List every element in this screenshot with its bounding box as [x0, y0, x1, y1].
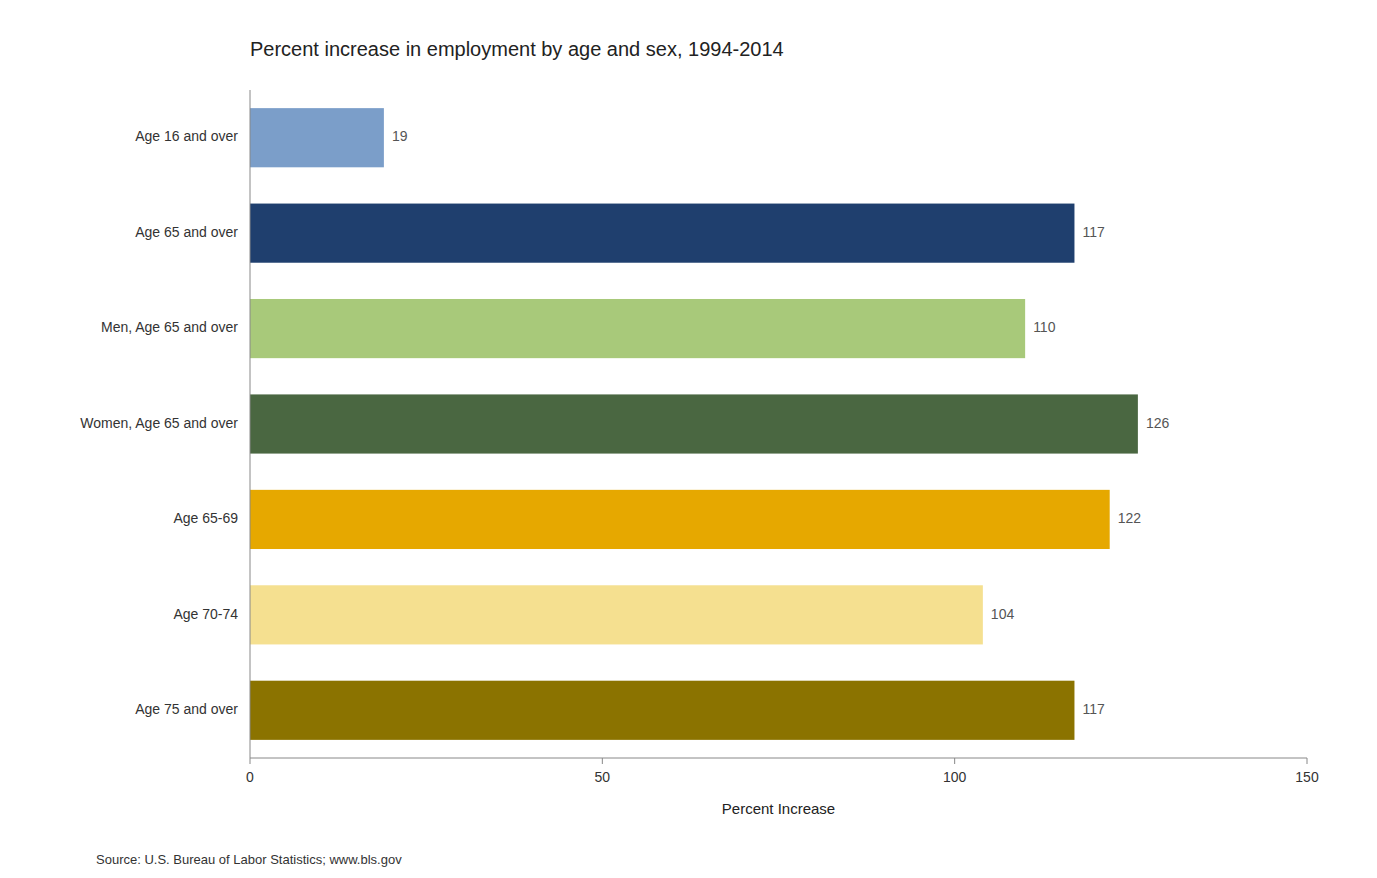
tick-mark [1307, 758, 1308, 764]
data-label: 117 [1082, 224, 1105, 240]
tick-label: 150 [1295, 769, 1319, 785]
category-label: Age 65 and over [135, 224, 238, 240]
bar [250, 585, 983, 644]
x-axis-label: Percent Increase [722, 800, 835, 817]
source-note: Source: U.S. Bureau of Labor Statistics;… [96, 852, 402, 867]
tick-mark [250, 758, 251, 764]
category-label: Age 75 and over [135, 701, 238, 717]
chart-title: Percent increase in employment by age an… [250, 38, 784, 60]
zero-line [250, 90, 251, 758]
chart-container: Percent increase in employment by age an… [0, 0, 1377, 878]
category-label: Men, Age 65 and over [101, 319, 238, 335]
tick-label: 100 [943, 769, 967, 785]
data-label: 126 [1146, 415, 1170, 431]
x-axis-line [250, 758, 1307, 759]
category-label: Age 65-69 [173, 510, 238, 526]
bar [250, 394, 1138, 453]
tick-mark [602, 758, 603, 764]
bars [250, 108, 1138, 740]
bar [250, 299, 1025, 358]
category-label: Women, Age 65 and over [80, 415, 238, 431]
bar [250, 490, 1110, 549]
bar [250, 204, 1074, 263]
category-label: Age 16 and over [135, 128, 238, 144]
category-label: Age 70-74 [173, 606, 238, 622]
data-label: 110 [1033, 319, 1056, 335]
data-label: 104 [991, 606, 1015, 622]
tick-label: 50 [595, 769, 611, 785]
data-label: 19 [392, 128, 408, 144]
tick-label: 0 [246, 769, 254, 785]
chart-svg: Percent increase in employment by age an… [0, 0, 1377, 878]
data-label: 122 [1118, 510, 1142, 526]
bar [250, 108, 384, 167]
bar [250, 681, 1074, 740]
data-label: 117 [1082, 701, 1105, 717]
tick-mark [954, 758, 955, 764]
